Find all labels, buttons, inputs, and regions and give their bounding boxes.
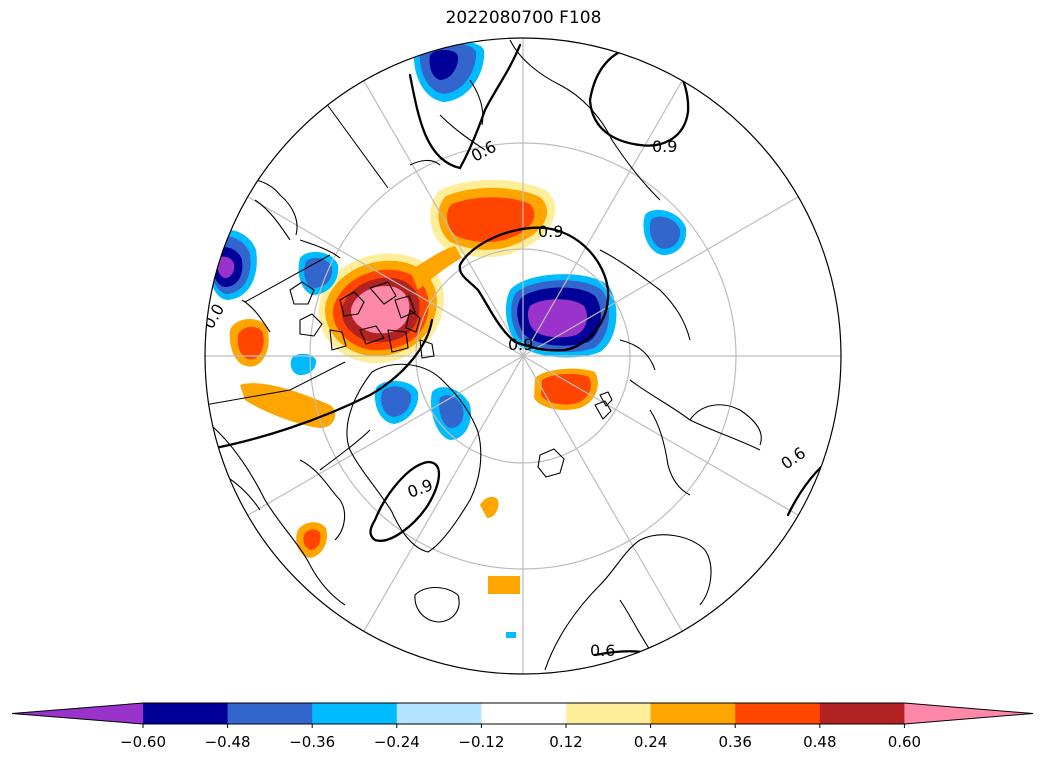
colorbar-tick-label: 0.12 [549, 733, 582, 751]
border-line [244, 254, 331, 303]
contour-line [588, 43, 690, 147]
colorbar-extend-low [12, 703, 143, 724]
colorbar-tick-label: −0.48 [205, 733, 251, 751]
coastline-canada [205, 419, 371, 606]
contour-line [408, 43, 522, 170]
negative-anomaly-area [429, 49, 459, 80]
contour-line [369, 460, 441, 542]
coastline-iceland [414, 586, 460, 623]
negative-anomaly-area [217, 256, 235, 278]
graticule [205, 38, 841, 674]
coastline-novaya-zemlya [649, 409, 691, 496]
coastlines [205, 39, 762, 671]
contour-label: 0.9 [652, 137, 677, 156]
colorbar-tick-label: −0.60 [120, 733, 166, 751]
colorbar-tick-label: −0.12 [458, 733, 504, 751]
map-title: 2022080700 F108 [445, 8, 602, 28]
positive-anomaly-area [351, 285, 410, 334]
border-line [205, 361, 346, 406]
negative-anomaly-area [649, 216, 681, 249]
contour-label: 0.6 [590, 641, 615, 660]
colorbar-tick-label: 0.24 [634, 733, 667, 751]
colorbar-segment [143, 703, 229, 724]
positive-anomaly-area [410, 246, 462, 290]
contour-lines [205, 43, 837, 657]
coastline-svalbard [537, 391, 613, 478]
contour-label: 0.9 [538, 222, 563, 241]
contour-line [205, 318, 434, 452]
colorbar-tick-label: 0.36 [718, 733, 751, 751]
negative-anomaly-area [381, 386, 412, 417]
coastline-chukotka [409, 79, 486, 166]
positive-anomaly-area [303, 529, 321, 550]
anomaly-shading [206, 40, 687, 638]
border-line [317, 91, 389, 189]
negative-anomaly-area [439, 395, 464, 428]
colorbar-segment [481, 703, 567, 724]
negative-anomaly-area [506, 632, 516, 638]
colorbar-tick-label: −0.24 [374, 733, 420, 751]
map-boundary [204, 37, 842, 675]
positive-anomaly-area [488, 576, 520, 594]
colorbar-segment [566, 703, 652, 724]
coastline-siberia [509, 39, 761, 451]
colorbar-tick-label: 0.60 [888, 733, 921, 751]
colorbar-segment [735, 703, 821, 724]
contour-labels: 0.6 0.9 0.9 0.9 0.9 0.6 0.6 0.0 [205, 137, 809, 660]
colorbar: −0.60 −0.48 −0.36 −0.24 −0.12 0.12 0.24 0.36 0.4… [11, 702, 1034, 751]
meridian-line [247, 196, 799, 516]
colorbar-extend-high [904, 703, 1033, 724]
colorbar-segment [650, 703, 736, 724]
coastline-taymyr [689, 404, 762, 446]
positive-anomaly-area [541, 373, 591, 405]
colorbar-tick-label: −0.36 [289, 733, 335, 751]
positive-anomaly-area [237, 326, 264, 360]
colorbar-segment [312, 703, 398, 724]
colorbar-segment [227, 703, 313, 724]
colorbar-segment [396, 703, 482, 724]
colorbar-tick-label: 0.48 [803, 733, 836, 751]
borders [205, 91, 389, 406]
contour-label: 0.9 [508, 335, 533, 354]
coastline-scandinavia [544, 534, 712, 671]
coastline-greenland [346, 363, 482, 553]
coastline-alaska [229, 177, 341, 333]
polar-map: 0.6 0.9 0.9 0.9 0.9 0.6 0.6 0.0 [204, 37, 842, 675]
contour-line [458, 226, 610, 352]
colorbar-segment [819, 703, 905, 724]
positive-anomaly-area [480, 496, 499, 518]
coastline-archipelago [289, 281, 435, 359]
